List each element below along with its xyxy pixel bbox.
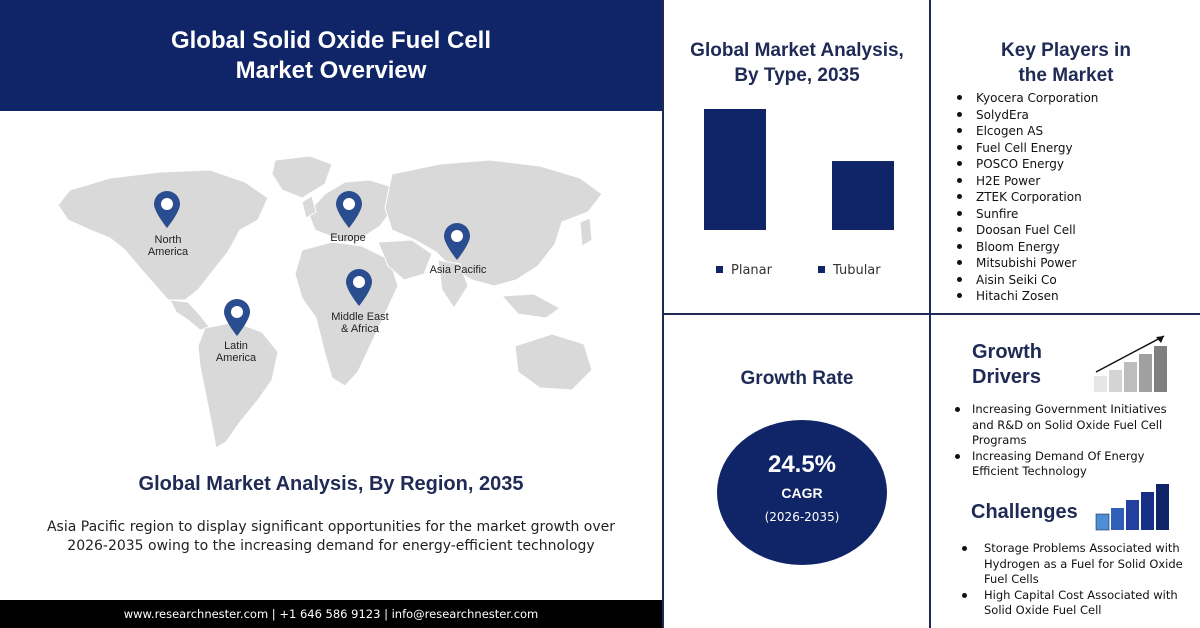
- legend-item-tubular: Tubular: [818, 263, 881, 278]
- latin-america-pin-icon: [224, 299, 250, 336]
- list-item: Fuel Cell Energy: [950, 140, 1098, 157]
- key-players-title-line-2: the Market: [1018, 65, 1114, 86]
- challenges-chart-icon: [1095, 484, 1169, 531]
- region-label-line: Latin: [224, 340, 248, 352]
- list-item: Increasing Government Initiatives and R&…: [950, 402, 1190, 449]
- region-label-line: & Africa: [341, 323, 379, 335]
- type-bar-chart: [704, 109, 894, 230]
- japan-landmass: [579, 217, 593, 247]
- australia-landmass: [514, 333, 593, 391]
- title-line-1: Global Solid Oxide Fuel Cell: [170, 27, 492, 54]
- legend-item-planar: Planar: [716, 263, 772, 278]
- list-item: Elcogen AS: [950, 123, 1098, 140]
- asia-pacific-pin-icon: [444, 223, 470, 260]
- middle-east-landmass: [377, 239, 433, 281]
- drivers-title-line-1: Growth: [972, 341, 1042, 363]
- north-america-pin-icon: [154, 191, 180, 228]
- list-item: Bloom Energy: [950, 239, 1098, 256]
- type-analysis-title: Global Market Analysis, By Type, 2035: [664, 38, 930, 88]
- list-item: H2E Power: [950, 173, 1098, 190]
- africa-landmass: [294, 241, 399, 387]
- bar-planar: [704, 109, 766, 230]
- cagr-label: CAGR: [781, 485, 823, 501]
- type-title-line-1: Global Market Analysis,: [690, 40, 904, 61]
- world-map: [57, 155, 603, 449]
- type-title-line-2: By Type, 2035: [734, 65, 860, 86]
- list-item: Increasing Demand Of Energy Efficient Te…: [950, 449, 1190, 480]
- india-landmass: [437, 259, 469, 309]
- region-label-north-america: North America: [128, 234, 208, 258]
- region-label-line: Asia Pacific: [429, 264, 487, 276]
- footer-contact: www.researchnester.com | +1 646 586 9123…: [0, 600, 662, 628]
- legend-label: Planar: [731, 263, 772, 278]
- drivers-title-line-2: Drivers: [972, 366, 1041, 388]
- key-players-title: Key Players in the Market: [932, 38, 1200, 88]
- greenland-landmass: [271, 155, 333, 199]
- region-label-line: Europe: [330, 232, 366, 244]
- challenges-list: Storage Problems Associated with Hydroge…: [954, 541, 1190, 619]
- middle-east-africa-pin-icon: [346, 269, 372, 306]
- region-analysis-description: Asia Pacific region to display significa…: [46, 519, 616, 554]
- bar-tubular: [832, 161, 894, 230]
- legend-swatch: [716, 266, 723, 273]
- uk-landmass: [301, 195, 317, 219]
- central-america-landmass: [169, 299, 211, 331]
- region-label-line: America: [215, 352, 257, 364]
- list-item: Hitachi Zosen: [950, 288, 1098, 305]
- list-item: POSCO Energy: [950, 156, 1098, 173]
- cagr-value: 24.5%: [767, 451, 837, 478]
- region-label-line: North: [154, 234, 182, 246]
- cagr-period: (2026-2035): [764, 510, 840, 524]
- growth-rate-title: Growth Rate: [740, 368, 854, 389]
- title-line-2: Market Overview: [235, 57, 427, 84]
- region-label-latin-america: Latin America: [196, 340, 276, 364]
- list-item: Sunfire: [950, 206, 1098, 223]
- key-players-list: Kyocera Corporation SolydEra Elcogen AS …: [950, 90, 1098, 305]
- europe-pin-icon: [336, 191, 362, 228]
- region-panel: Global Solid Oxide Fuel Cell Market Over…: [0, 0, 662, 628]
- page-title: Global Solid Oxide Fuel Cell Market Over…: [0, 26, 662, 86]
- header-band: [0, 0, 662, 111]
- growth-drivers-title: Growth Drivers: [972, 340, 1042, 390]
- list-item: Mitsubishi Power: [950, 255, 1098, 272]
- region-analysis-title: Global Market Analysis, By Region, 2035: [138, 473, 524, 495]
- list-item: Storage Problems Associated with Hydroge…: [954, 541, 1190, 588]
- asia-landmass: [384, 159, 603, 287]
- challenges-title: Challenges: [971, 501, 1078, 523]
- divider-horizontal: [662, 313, 1200, 315]
- legend-label: Tubular: [833, 263, 881, 278]
- growth-chart-icon: [1094, 335, 1167, 392]
- list-item: Doosan Fuel Cell: [950, 222, 1098, 239]
- list-item: Kyocera Corporation: [950, 90, 1098, 107]
- region-label-line: America: [147, 246, 189, 258]
- list-item: High Capital Cost Associated with Solid …: [954, 588, 1190, 619]
- region-label-middle-east-africa: Middle East & Africa: [318, 311, 402, 335]
- region-label-asia-pacific: Asia Pacific: [413, 264, 503, 276]
- north-america-landmass: [57, 169, 269, 301]
- list-item: Aisin Seiki Co: [950, 272, 1098, 289]
- legend-swatch: [818, 266, 825, 273]
- growth-drivers-list: Increasing Government Initiatives and R&…: [950, 402, 1190, 480]
- list-item: SolydEra: [950, 107, 1098, 124]
- cagr-circle: [717, 420, 887, 565]
- southeast-asia-landmass: [500, 293, 561, 319]
- region-label-line: Middle East: [331, 311, 389, 323]
- list-item: ZTEK Corporation: [950, 189, 1098, 206]
- region-label-europe: Europe: [308, 232, 388, 244]
- south-america-landmass: [197, 321, 279, 449]
- key-players-title-line-1: Key Players in: [1001, 40, 1131, 61]
